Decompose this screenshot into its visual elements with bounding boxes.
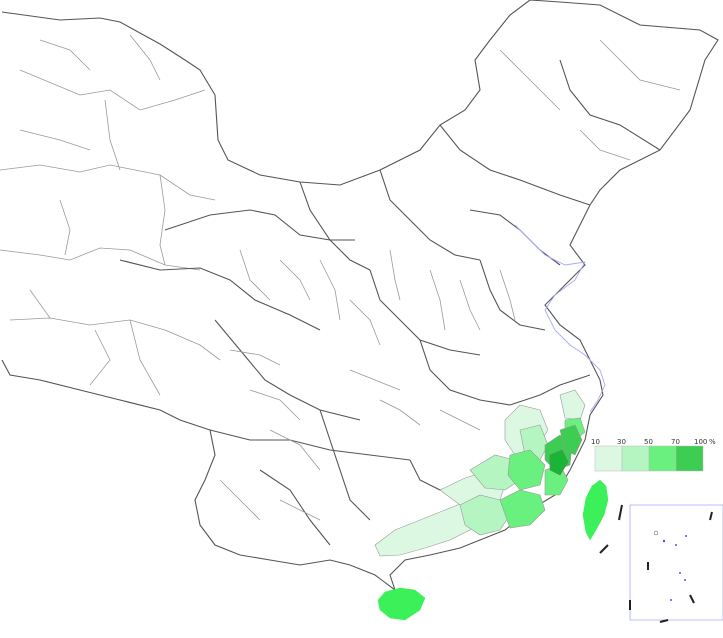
- legend-unit: %: [709, 438, 716, 446]
- nine-dash-line-5: [689, 594, 695, 604]
- legend-swatch-2: [621, 445, 650, 472]
- region-fujian-southwest: [507, 449, 546, 491]
- legend-tick-30: 30: [617, 438, 626, 446]
- region-guangdong-east: [499, 489, 546, 529]
- country-outline: [1, 0, 719, 592]
- legend-tick-10: 10: [591, 438, 600, 446]
- region-taiwan: [582, 479, 609, 541]
- nine-dash-line-2: [599, 544, 609, 554]
- legend-swatch-4: [675, 445, 704, 472]
- region-guangdong-central: [459, 494, 511, 536]
- shaded-regions: [374, 389, 609, 621]
- region-zhejiang-south: [559, 389, 586, 421]
- nine-dash-line-3: [709, 511, 713, 521]
- region-fujian-core: [549, 449, 569, 476]
- nine-dash-line-7: [659, 619, 669, 623]
- region-fujian-north: [559, 424, 583, 456]
- nine-dash-line-1: [618, 504, 623, 521]
- coastline: [514, 224, 606, 413]
- legend: 10 30 50 70 100 %: [591, 438, 716, 472]
- legend-swatch-1: [594, 445, 623, 472]
- prefecture-borders: [0, 34, 681, 546]
- south-china-sea-inset: [599, 504, 723, 623]
- legend-swatch-3: [648, 445, 677, 472]
- legend-tick-70: 70: [671, 438, 680, 446]
- region-hainan: [377, 587, 426, 621]
- legend-tick-100: 100: [694, 438, 707, 446]
- legend-tick-50: 50: [644, 438, 653, 446]
